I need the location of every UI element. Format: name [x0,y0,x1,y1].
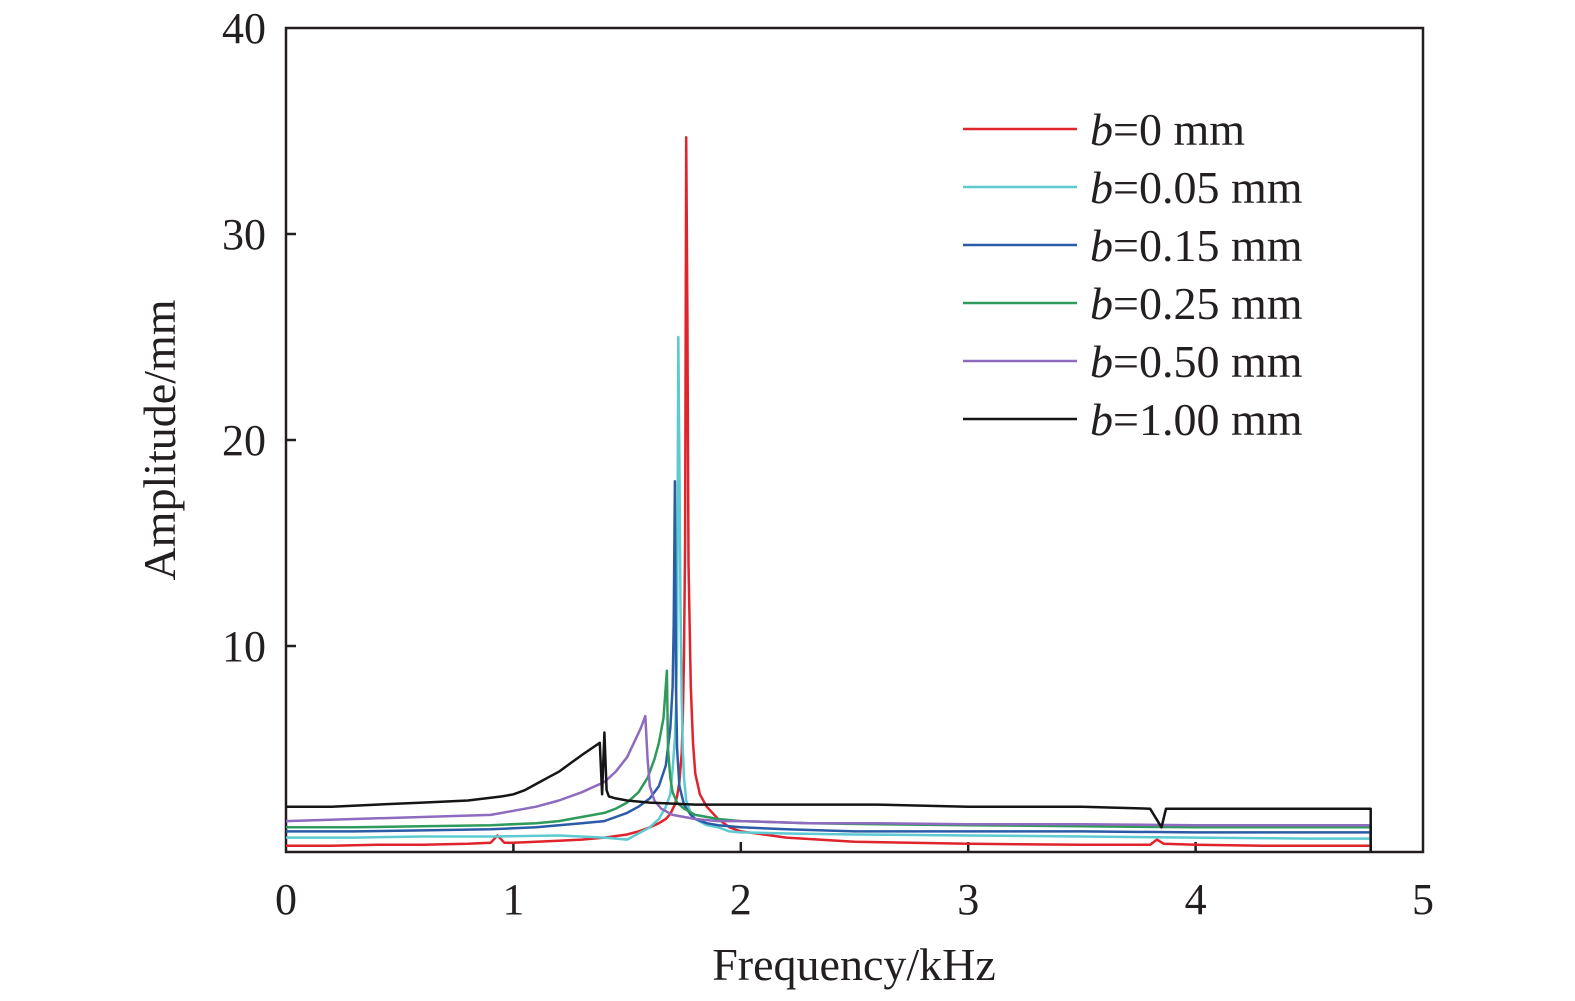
legend-label-variable: b [1090,104,1113,155]
y-tick-label: 40 [222,4,266,53]
legend-label-value: =0.15 mm [1113,220,1303,271]
series-line-5 [286,731,1372,852]
legend-label-variable: b [1090,394,1113,445]
x-tick-label: 1 [502,875,524,924]
y-axis-label: Amplitude/mm [134,299,185,580]
y-tick-label: 10 [222,622,266,671]
series-line-1 [286,335,1372,852]
series-line-2 [286,479,1372,852]
legend: b=0 mmb=0.05 mmb=0.15 mmb=0.25 mmb=0.50 … [963,104,1303,445]
x-tick-label: 0 [275,875,297,924]
legend-label: b=1.00 mm [1090,394,1303,445]
series-line-4 [286,714,1372,852]
series-line-0 [286,135,1372,852]
legend-label: b=0.25 mm [1090,278,1303,329]
legend-label-value: =0.50 mm [1113,336,1303,387]
x-axis-label: Frequency/kHz [712,939,996,990]
legend-label: b=0.50 mm [1090,336,1303,387]
x-tick-label: 5 [1412,875,1434,924]
legend-label-variable: b [1090,162,1113,213]
x-tick-label: 2 [730,875,752,924]
legend-label: b=0.05 mm [1090,162,1303,213]
legend-label-variable: b [1090,278,1113,329]
y-tick-label: 20 [222,416,266,465]
legend-label-value: =0.25 mm [1113,278,1303,329]
series-lines [286,135,1372,852]
legend-label-value: =1.00 mm [1113,394,1303,445]
x-axis: 0 1 2 3 4 5 [275,842,1434,924]
legend-label-value: =0 mm [1113,104,1245,155]
x-tick-label: 3 [957,875,979,924]
legend-label-variable: b [1090,220,1113,271]
y-axis: 10 20 30 40 [222,4,296,671]
y-tick-label: 30 [222,210,266,259]
x-tick-label: 4 [1185,875,1207,924]
legend-label: b=0 mm [1090,104,1245,155]
legend-label-variable: b [1090,336,1113,387]
legend-label-value: =0.05 mm [1113,162,1303,213]
legend-label: b=0.15 mm [1090,220,1303,271]
